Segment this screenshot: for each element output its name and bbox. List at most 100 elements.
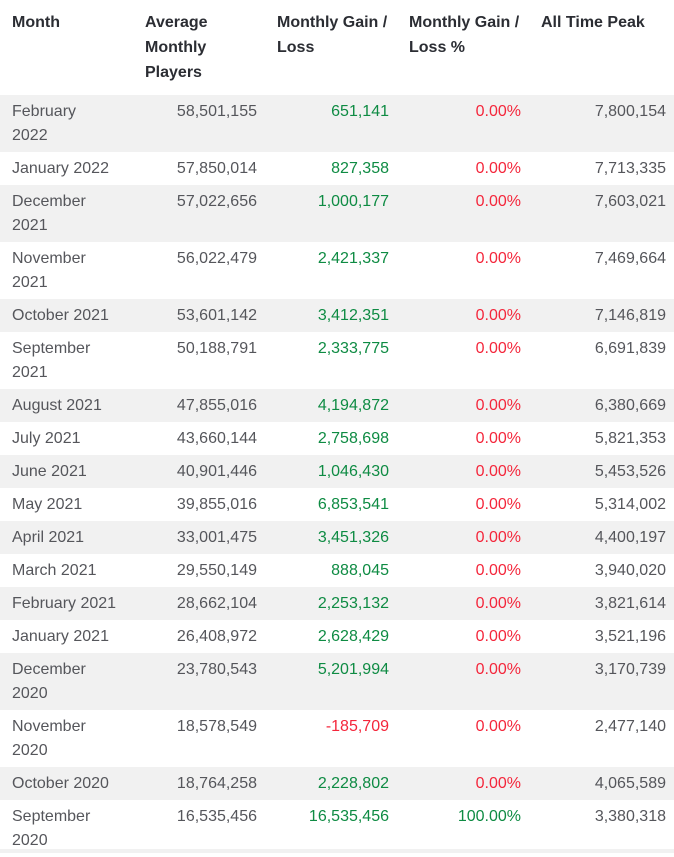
table-row: February 2022 58,501,155 651,141 0.00% 7,800… (0, 95, 674, 152)
avg-players-cell: 23,780,543 (176, 660, 257, 678)
avg-players-cell: 40,901,446 (176, 462, 257, 480)
gain-loss-cell: 16,535,456 (308, 807, 389, 825)
avg-players-cell: 26,408,972 (176, 627, 257, 645)
all-time-peak-cell: 7,603,021 (594, 192, 666, 210)
avg-players-cell: 53,601,142 (176, 306, 257, 324)
gain-loss-cell: 827,358 (331, 159, 389, 177)
avg-players-cell: 16,535,456 (176, 807, 257, 825)
all-time-peak-cell: 2,477,140 (594, 717, 666, 735)
all-time-peak-cell: 3,821,614 (594, 594, 666, 612)
column-header-month: Month (12, 14, 60, 31)
gain-loss-cell: 2,628,429 (317, 627, 389, 645)
gain-loss-cell: 2,421,337 (317, 249, 389, 267)
month-cell: September 2021 (12, 339, 91, 381)
month-cell: February 2022 (12, 102, 77, 144)
all-time-peak-cell: 7,146,819 (594, 306, 666, 324)
avg-players-cell: 43,660,144 (176, 429, 257, 447)
all-time-peak-cell: 3,940,020 (594, 561, 666, 579)
gain-loss-pct-cell: 0.00% (475, 429, 521, 447)
table-row: September 2021 50,188,791 2,333,775 0.00% 6,… (0, 332, 674, 389)
avg-players-cell: 18,764,258 (176, 774, 257, 792)
avg-players-cell: 57,850,014 (176, 159, 257, 177)
table-row: May 2021 39,855,016 6,853,541 0.00% 5,314,00… (0, 488, 674, 521)
column-header-gain-loss: Monthly Gain / Loss (277, 14, 388, 56)
month-cell: May 2021 (12, 495, 83, 513)
month-cell: August 2021 (12, 396, 102, 414)
column-header-average-players: Average Monthly Players (145, 14, 208, 81)
month-cell: December 2021 (12, 192, 86, 234)
table-row: September 2020 16,535,456 16,535,456 100.00… (0, 800, 674, 857)
gain-loss-pct-cell: 0.00% (475, 306, 521, 324)
all-time-peak-cell: 5,453,526 (594, 462, 666, 480)
month-cell: June 2021 (12, 462, 87, 480)
month-cell: January 2022 (12, 159, 109, 177)
gain-loss-cell: -185,709 (325, 717, 389, 735)
month-cell: July 2021 (12, 429, 81, 447)
all-time-peak-cell: 4,065,589 (594, 774, 666, 792)
column-header-all-time-peak: All Time Peak (541, 14, 645, 31)
table-row: March 2021 29,550,149 888,045 0.00% 3,940,02… (0, 554, 674, 587)
table-body: February 2022 58,501,155 651,141 0.00% 7,800… (0, 95, 674, 857)
gain-loss-pct-cell: 0.00% (475, 660, 521, 678)
table-row: July 2021 43,660,144 2,758,698 0.00% 5,821,3… (0, 422, 674, 455)
table-row: June 2021 40,901,446 1,046,430 0.00% 5,453,5… (0, 455, 674, 488)
table-row: October 2020 18,764,258 2,228,802 0.00% 4,06… (0, 767, 674, 800)
gain-loss-pct-cell: 100.00% (457, 807, 521, 825)
month-cell: April 2021 (12, 528, 85, 546)
gain-loss-pct-cell: 0.00% (475, 249, 521, 267)
gain-loss-pct-cell: 0.00% (475, 462, 521, 480)
month-cell: October 2020 (12, 774, 109, 792)
month-cell: September 2020 (12, 807, 91, 849)
avg-players-cell: 56,022,479 (176, 249, 257, 267)
next-row-peek (0, 849, 674, 853)
gain-loss-cell: 6,853,541 (317, 495, 389, 513)
table-row: February 2021 28,662,104 2,253,132 0.00% 3,8… (0, 587, 674, 620)
month-cell: December 2020 (12, 660, 86, 702)
gain-loss-cell: 2,758,698 (317, 429, 389, 447)
avg-players-cell: 47,855,016 (176, 396, 257, 414)
month-cell: March 2021 (12, 561, 97, 579)
all-time-peak-cell: 7,800,154 (594, 102, 666, 120)
gain-loss-cell: 5,201,994 (317, 660, 389, 678)
month-cell: February 2021 (12, 594, 117, 612)
month-cell: January 2021 (12, 627, 109, 645)
all-time-peak-cell: 3,380,318 (594, 807, 666, 825)
gain-loss-cell: 651,141 (331, 102, 389, 120)
gain-loss-cell: 4,194,872 (317, 396, 389, 414)
table-row: November 2020 18,578,549 -185,709 0.00% 2,47… (0, 710, 674, 767)
column-header-gain-loss-pct: Monthly Gain / Loss % (409, 14, 520, 56)
avg-players-cell: 57,022,656 (176, 192, 257, 210)
gain-loss-cell: 888,045 (331, 561, 389, 579)
header-row: Month Average Monthly Players Monthly Ga… (0, 0, 674, 95)
table-row: April 2021 33,001,475 3,451,326 0.00% 4,400,… (0, 521, 674, 554)
month-cell: November 2021 (12, 249, 86, 291)
table-header: Month Average Monthly Players Monthly Ga… (0, 0, 674, 95)
table-row: January 2021 26,408,972 2,628,429 0.00% 3,52… (0, 620, 674, 653)
all-time-peak-cell: 5,314,002 (594, 495, 666, 513)
gain-loss-pct-cell: 0.00% (475, 594, 521, 612)
gain-loss-pct-cell: 0.00% (475, 495, 521, 513)
gain-loss-pct-cell: 0.00% (475, 528, 521, 546)
all-time-peak-cell: 6,380,669 (594, 396, 666, 414)
gain-loss-pct-cell: 0.00% (475, 627, 521, 645)
month-cell: November 2020 (12, 717, 86, 759)
gain-loss-cell: 3,412,351 (317, 306, 389, 324)
all-time-peak-cell: 3,521,196 (594, 627, 666, 645)
table-row: January 2022 57,850,014 827,358 0.00% 7,713,… (0, 152, 674, 185)
month-cell: October 2021 (12, 306, 109, 324)
table-row: December 2020 23,780,543 5,201,994 0.00% 3,1… (0, 653, 674, 710)
gain-loss-cell: 3,451,326 (317, 528, 389, 546)
all-time-peak-cell: 5,821,353 (594, 429, 666, 447)
gain-loss-cell: 1,000,177 (317, 192, 389, 210)
gain-loss-cell: 2,253,132 (317, 594, 389, 612)
gain-loss-pct-cell: 0.00% (475, 339, 521, 357)
all-time-peak-cell: 7,713,335 (594, 159, 666, 177)
gain-loss-pct-cell: 0.00% (475, 774, 521, 792)
gain-loss-cell: 1,046,430 (317, 462, 389, 480)
all-time-peak-cell: 4,400,197 (594, 528, 666, 546)
gain-loss-pct-cell: 0.00% (475, 159, 521, 177)
table-row: November 2021 56,022,479 2,421,337 0.00% 7,4… (0, 242, 674, 299)
gain-loss-cell: 2,228,802 (317, 774, 389, 792)
gain-loss-pct-cell: 0.00% (475, 717, 521, 735)
